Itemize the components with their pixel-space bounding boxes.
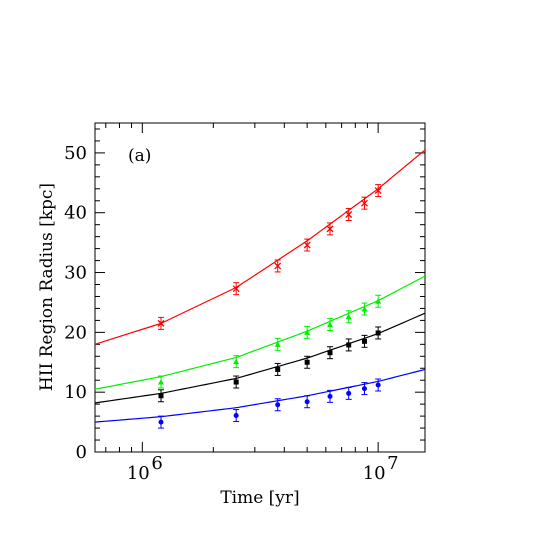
- marker-triangle: [327, 321, 334, 328]
- marker-circle: [304, 399, 310, 405]
- fit-curves: [94, 149, 426, 423]
- x-axis-title: Time [yr]: [220, 488, 299, 508]
- data-point: [375, 378, 382, 392]
- marker-square: [346, 342, 352, 348]
- data-point: [233, 355, 240, 369]
- data-point: [157, 389, 164, 403]
- data-point: [374, 184, 382, 198]
- plot-frame: [94, 122, 426, 453]
- panel-label: (a): [128, 146, 151, 166]
- data-point: [327, 346, 334, 360]
- data-points: [157, 184, 382, 429]
- data-point: [345, 338, 352, 352]
- marker-triangle: [233, 358, 240, 365]
- marker-cross: [345, 211, 353, 218]
- fit-curve: [94, 312, 426, 404]
- x-tick-label: 10: [127, 463, 150, 484]
- data-point: [274, 398, 281, 412]
- data-point: [157, 375, 164, 389]
- y-tick-label: 0: [76, 442, 87, 463]
- data-point: [326, 222, 334, 236]
- data-point: [375, 326, 382, 340]
- data-point: [233, 409, 240, 422]
- data-point: [232, 282, 240, 296]
- x-tick-label: 10: [363, 463, 386, 484]
- x-tick-label-exponent: 6: [151, 453, 162, 474]
- data-point: [274, 337, 281, 351]
- marker-square: [158, 393, 164, 399]
- fit-curve: [94, 368, 426, 423]
- data-point: [274, 362, 281, 376]
- marker-square: [304, 359, 310, 365]
- data-point: [327, 318, 334, 332]
- data-point: [345, 386, 352, 400]
- y-tick-labels: 0 10 20 30 40 50: [64, 143, 87, 463]
- axis-ticks: [95, 123, 425, 453]
- marker-circle: [361, 386, 367, 392]
- marker-circle: [233, 413, 239, 419]
- data-point: [361, 302, 368, 316]
- data-point: [303, 238, 311, 252]
- y-tick-label: 30: [64, 263, 87, 284]
- y-tick-label: 50: [64, 143, 87, 164]
- data-point: [345, 208, 353, 222]
- data-point: [345, 310, 352, 324]
- data-point: [157, 316, 165, 330]
- marker-cross: [232, 285, 240, 293]
- marker-triangle: [304, 329, 311, 335]
- data-point: [304, 325, 311, 339]
- x-tick-labels: 10 6 10 7: [127, 453, 399, 484]
- data-point: [327, 389, 334, 403]
- marker-cross: [157, 319, 165, 327]
- data-point: [157, 415, 164, 429]
- y-tick-label: 10: [64, 382, 87, 403]
- y-axis-title: HII Region Radius [kpc]: [37, 183, 57, 391]
- data-point: [361, 196, 368, 210]
- marker-cross: [274, 262, 282, 270]
- y-tick-label: 40: [64, 203, 87, 224]
- marker-circle: [275, 402, 281, 408]
- fit-curve: [94, 149, 426, 345]
- marker-cross: [326, 225, 334, 233]
- data-point: [361, 382, 368, 396]
- marker-square: [375, 330, 381, 336]
- marker-circle: [375, 382, 381, 388]
- marker-circle: [327, 393, 333, 399]
- data-point: [304, 395, 311, 409]
- marker-cross: [361, 199, 368, 207]
- marker-square: [361, 338, 367, 344]
- marker-cross: [303, 241, 311, 249]
- marker-circle: [346, 390, 352, 396]
- marker-square: [233, 379, 239, 385]
- marker-triangle: [361, 306, 368, 312]
- marker-triangle: [345, 313, 352, 320]
- data-point: [274, 259, 282, 273]
- marker-triangle: [274, 341, 281, 347]
- marker-square: [275, 366, 281, 372]
- x-tick-label-exponent: 7: [387, 453, 398, 474]
- data-point: [233, 375, 240, 389]
- marker-triangle: [375, 298, 382, 304]
- data-point: [375, 294, 382, 308]
- marker-square: [327, 350, 333, 356]
- marker-triangle: [157, 379, 164, 385]
- data-point: [304, 355, 311, 369]
- data-point: [361, 334, 368, 348]
- marker-cross: [374, 187, 382, 195]
- marker-circle: [158, 419, 164, 425]
- fit-curve: [94, 275, 426, 390]
- y-tick-label: 20: [64, 322, 87, 343]
